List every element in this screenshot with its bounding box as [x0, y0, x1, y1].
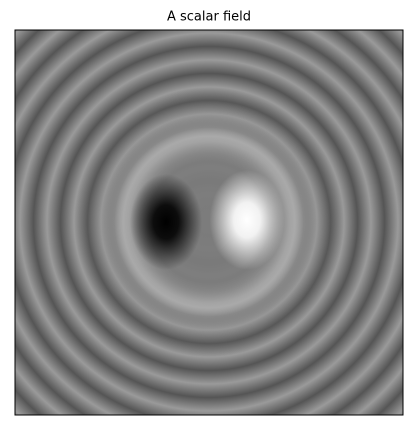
- scalar-field-image: [15, 30, 403, 415]
- axes-frame: [14, 29, 404, 416]
- chart-title: A scalar field: [167, 10, 251, 25]
